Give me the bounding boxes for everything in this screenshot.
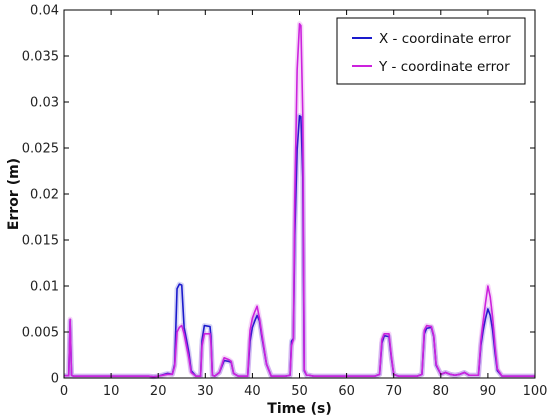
x-tick-label: 70 [385, 384, 402, 399]
x-tick-label: 60 [338, 384, 355, 399]
y-tick-label: 0.03 [30, 96, 59, 111]
x-tick-label: 100 [523, 384, 548, 399]
x-tick-label: 20 [150, 384, 167, 399]
x-tick-label: 0 [60, 384, 68, 399]
y-tick-label: 0.015 [22, 234, 59, 249]
y-tick-label: 0.01 [30, 280, 59, 295]
y-tick-label: 0.04 [30, 4, 59, 19]
legend-box [336, 17, 526, 85]
y-tick-label: 0.025 [22, 142, 59, 157]
x-axis-label: Time (s) [267, 401, 331, 417]
x-tick-label: 10 [103, 384, 120, 399]
x-tick-label: 90 [480, 384, 497, 399]
series-line-y-error [64, 22, 535, 378]
legend-label-y-error: Y - coordinate error [378, 59, 510, 75]
y-tick-label: 0.02 [30, 188, 59, 203]
y-tick-label: 0.035 [22, 50, 59, 65]
x-tick-label: 30 [197, 384, 214, 399]
y-tick-label: 0.005 [22, 326, 59, 341]
x-tick-label: 80 [433, 384, 450, 399]
x-tick-label: 50 [291, 384, 308, 399]
legend-label-x-error: X - coordinate error [379, 31, 511, 47]
ticks-layer: 0 10 20 30 40 50 60 70 80 90 100 0 0.005 0.01 0.015 0.0… [22, 4, 548, 400]
x-tick-label: 40 [244, 384, 261, 399]
y-tick-label: 0 [51, 372, 59, 387]
series-glow-0 [64, 113, 535, 380]
legend: X - coordinate error Y - coordinate erro… [336, 17, 526, 85]
series-layer [64, 21, 535, 380]
y-axis-label: Error (m) [6, 158, 22, 230]
